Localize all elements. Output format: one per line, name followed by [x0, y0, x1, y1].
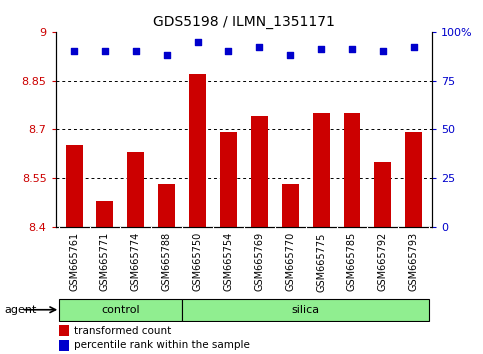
Text: GSM665788: GSM665788 — [162, 232, 172, 291]
Bar — [374, 162, 391, 227]
Text: transformed count: transformed count — [74, 326, 171, 336]
Text: GSM665754: GSM665754 — [224, 232, 233, 291]
Text: GSM665775: GSM665775 — [316, 232, 326, 292]
Text: GSM665750: GSM665750 — [193, 232, 202, 291]
Title: GDS5198 / ILMN_1351171: GDS5198 / ILMN_1351171 — [153, 16, 335, 29]
Text: GSM665771: GSM665771 — [100, 232, 110, 291]
Text: control: control — [101, 305, 140, 315]
Bar — [59, 325, 69, 336]
Text: silica: silica — [292, 305, 320, 315]
Point — [256, 45, 263, 50]
Bar — [189, 74, 206, 227]
Text: GSM665774: GSM665774 — [131, 232, 141, 291]
Point — [132, 48, 140, 54]
Point — [225, 48, 232, 54]
Bar — [405, 132, 422, 227]
Bar — [251, 116, 268, 227]
Point — [379, 48, 387, 54]
Text: GSM665769: GSM665769 — [255, 232, 264, 291]
Point — [163, 52, 170, 58]
Text: agent: agent — [5, 305, 37, 315]
Bar — [182, 299, 429, 321]
Text: percentile rank within the sample: percentile rank within the sample — [74, 341, 250, 350]
Bar — [282, 184, 298, 227]
Point — [194, 39, 201, 44]
Bar — [313, 113, 329, 227]
Text: GSM665770: GSM665770 — [285, 232, 295, 291]
Bar — [220, 132, 237, 227]
Bar — [97, 201, 114, 227]
Point — [348, 47, 356, 52]
Point — [286, 52, 294, 58]
Text: GSM665761: GSM665761 — [69, 232, 79, 291]
Text: GSM665785: GSM665785 — [347, 232, 357, 291]
Bar — [128, 152, 144, 227]
Bar — [59, 340, 69, 351]
Text: GSM665793: GSM665793 — [409, 232, 419, 291]
Text: GSM665792: GSM665792 — [378, 232, 388, 291]
Point — [70, 48, 78, 54]
Bar — [66, 145, 83, 227]
Bar — [58, 299, 182, 321]
Point — [101, 48, 109, 54]
Point — [410, 45, 418, 50]
Bar — [158, 184, 175, 227]
Point — [317, 47, 325, 52]
Bar — [343, 113, 360, 227]
